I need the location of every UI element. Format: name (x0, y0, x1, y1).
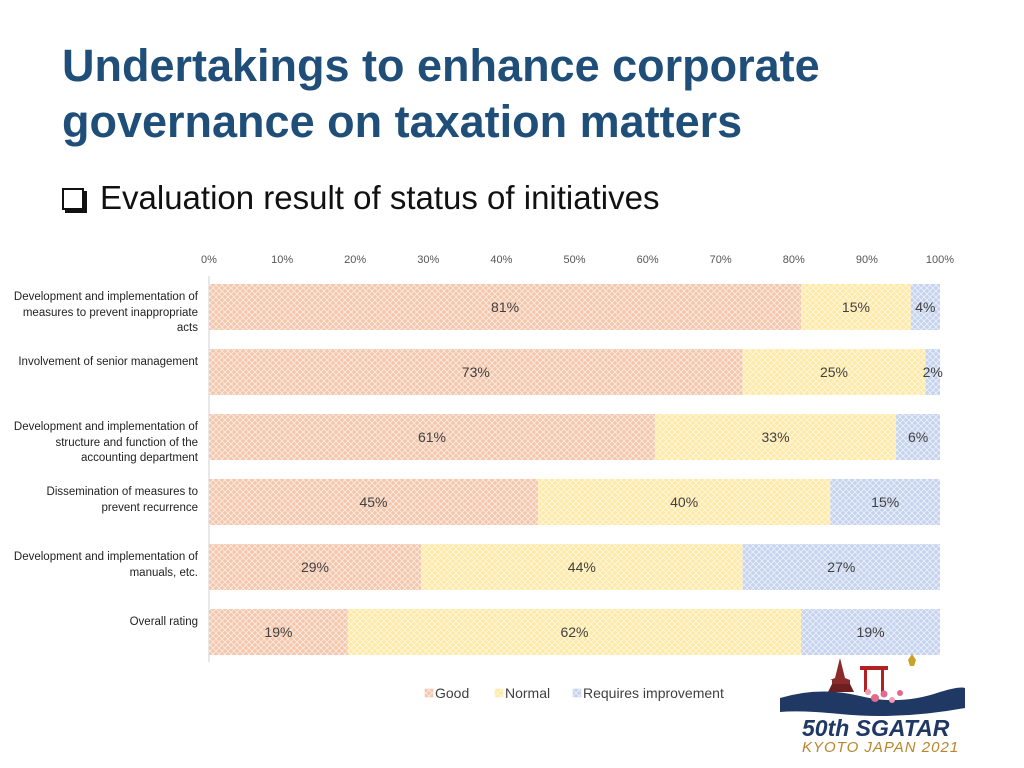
data-label: 40% (670, 494, 698, 510)
legend-swatch (424, 688, 434, 698)
category-label: Involvement of senior management (18, 356, 198, 368)
bar-segment-requires-improvement (925, 349, 940, 395)
bar-segment-good (209, 414, 655, 460)
section-heading: Evaluation result of status of initiativ… (62, 178, 659, 218)
section-heading-text: Evaluation result of status of initiativ… (100, 179, 660, 216)
bar-segment-good (209, 544, 421, 590)
data-label: 81% (491, 299, 519, 315)
bar-segment-normal (537, 479, 831, 525)
logo-subtext: KYOTO JAPAN 2021 (802, 739, 960, 756)
category-label: Overall rating (129, 616, 198, 628)
data-label: 33% (762, 429, 790, 445)
data-label: 2% (923, 364, 943, 380)
bar-segment-requires-improvement (910, 284, 940, 330)
x-tick-label: 50% (563, 254, 585, 266)
bar-segment-good (209, 609, 348, 655)
x-tick-label: 60% (637, 254, 659, 266)
legend-swatch (572, 688, 582, 698)
data-label: 15% (842, 299, 870, 315)
category-label: Development and implementation of measur… (13, 291, 198, 334)
sgatar-logo (780, 654, 965, 716)
data-label: 4% (915, 299, 935, 315)
logo-wordmark: 50th SGATAR (802, 715, 950, 741)
bar-segment-normal (347, 609, 802, 655)
data-label: 15% (871, 494, 899, 510)
x-tick-label: 70% (710, 254, 732, 266)
data-label: 29% (301, 559, 329, 575)
x-tick-label: 90% (856, 254, 878, 266)
x-tick-label: 20% (344, 254, 366, 266)
x-tick-label: 0% (201, 254, 217, 266)
bar-segment-good (209, 479, 538, 525)
bar-segment-good (209, 349, 743, 395)
bar-segment-requires-improvement (830, 479, 940, 525)
category-label: Development and implementation of manual… (13, 551, 198, 579)
bar-segment-normal (420, 544, 743, 590)
x-tick-label: 10% (271, 254, 293, 266)
data-label: 19% (857, 624, 885, 640)
x-tick-label: 40% (490, 254, 512, 266)
bar-segment-requires-improvement (801, 609, 940, 655)
checkbox-bullet-icon (62, 188, 84, 210)
data-label: 25% (820, 364, 848, 380)
data-label: 73% (462, 364, 490, 380)
x-tick-label: 80% (783, 254, 805, 266)
bar-segment-normal (801, 284, 911, 330)
legend-label: Good (435, 685, 469, 701)
data-label: 62% (560, 624, 588, 640)
legend-label: Requires improvement (583, 685, 724, 701)
category-label: Development and implementation of struct… (13, 421, 198, 464)
legend-label: Normal (505, 685, 550, 701)
data-label: 45% (359, 494, 387, 510)
bar-segment-requires-improvement (896, 414, 940, 460)
page-title: Undertakings to enhance corporate govern… (62, 40, 820, 147)
data-label: 27% (827, 559, 855, 575)
legend-swatch (494, 688, 504, 698)
bar-segment-requires-improvement (742, 544, 940, 590)
x-tick-label: 30% (417, 254, 439, 266)
bar-segment-normal (742, 349, 926, 395)
data-label: 61% (418, 429, 446, 445)
data-label: 19% (264, 624, 292, 640)
bar-segment-normal (654, 414, 897, 460)
data-label: 44% (568, 559, 596, 575)
category-label: Dissemination of measures to prevent rec… (46, 486, 198, 514)
x-tick-label: 100% (926, 254, 954, 266)
data-label: 6% (908, 429, 928, 445)
bar-segment-good (209, 284, 802, 330)
